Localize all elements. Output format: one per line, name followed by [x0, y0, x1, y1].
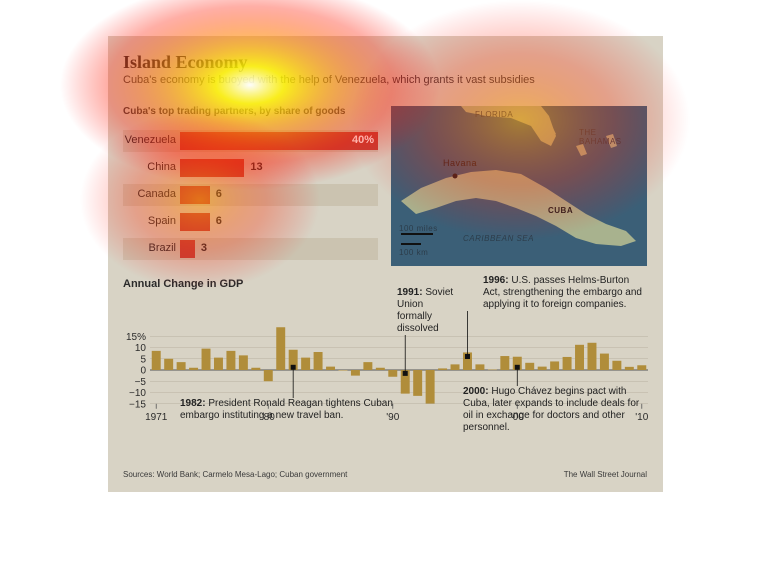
gdp-bar [624, 366, 634, 370]
y-tick-label: −15 [129, 399, 146, 410]
gdp-bar [375, 367, 385, 370]
y-tick-label: 10 [135, 343, 147, 354]
gdp-bar [438, 368, 448, 370]
gdp-bar [562, 356, 572, 370]
gdp-bar [213, 357, 223, 370]
gdp-bar [251, 367, 261, 370]
annotation-text: 1982: President Ronald Reagan tightens C… [180, 398, 400, 422]
gdp-bar [338, 370, 348, 371]
gdp-bar [326, 366, 336, 370]
gdp-bar [313, 352, 323, 370]
x-tick-label: '80 [262, 412, 275, 423]
annotation-body: U.S. passes Helms-Burton Act, strengthen… [483, 275, 642, 310]
gdp-bar [400, 370, 410, 394]
gdp-bar [599, 353, 609, 370]
gdp-bar [301, 357, 311, 370]
gdp-bar [189, 367, 199, 370]
annotation-year: 1991: [397, 287, 426, 298]
y-tick-label: 0 [140, 366, 146, 377]
gdp-bar [512, 356, 522, 370]
gdp-bar [462, 352, 472, 370]
gdp-bar [475, 364, 485, 370]
gdp-bar [350, 370, 360, 376]
x-tick-label: 1971 [145, 412, 168, 423]
gdp-bar [151, 350, 161, 370]
gdp-bar [537, 366, 547, 370]
gdp-bar [575, 344, 585, 370]
gdp-bar [550, 361, 560, 370]
x-tick-label: '00 [511, 412, 524, 423]
x-tick-label: '10 [635, 412, 648, 423]
y-tick-label: −10 [129, 388, 146, 399]
gdp-bar [425, 370, 435, 404]
scale-km-label: 100 km [399, 248, 429, 257]
gdp-bar [612, 360, 622, 370]
gdp-bar [226, 350, 236, 370]
sources-note: Sources: World Bank; Carmelo Mesa-Lago; … [123, 470, 348, 479]
annotation-year: 1996: [483, 275, 512, 286]
annotation-text: 1996: U.S. passes Helms-Burton Act, stre… [483, 275, 648, 311]
y-tick-label: 5 [140, 354, 146, 365]
infographic-panel: Island Economy Cuba's economy is buoyed … [108, 36, 663, 492]
gdp-bar [363, 362, 373, 370]
gdp-bar [263, 370, 273, 382]
gdp-bar [276, 327, 286, 370]
annotation-text: 2000: Hugo Chávez begins pact with Cuba,… [463, 386, 648, 434]
annotation-body: President Ronald Reagan tightens Cuban e… [180, 398, 393, 421]
gdp-bar [487, 369, 497, 371]
gdp-bar [587, 342, 597, 370]
gdp-bar [413, 370, 423, 396]
gdp-bar [500, 356, 510, 370]
gdp-bar [525, 362, 535, 370]
gdp-bar [450, 364, 460, 370]
gdp-bar [201, 348, 211, 370]
annotation-year: 2000: [463, 386, 492, 397]
annotation-body: Hugo Chávez begins pact with Cuba, later… [463, 386, 640, 433]
gdp-bar [388, 370, 398, 377]
annotation-body: Soviet Union formally dissolved [397, 287, 454, 334]
y-tick-label: 15% [126, 332, 146, 343]
x-tick-label: '90 [386, 412, 399, 423]
y-tick-label: −5 [135, 377, 147, 388]
gdp-bar [164, 358, 174, 370]
gdp-bar [176, 362, 186, 370]
gdp-bar [637, 365, 647, 370]
gdp-bar [288, 349, 298, 370]
gdp-bar [238, 355, 248, 370]
annotation-year: 1982: [180, 398, 209, 409]
credit-note: The Wall Street Journal [563, 470, 647, 479]
annotation-text: 1991: Soviet Union formally dissolved [397, 287, 457, 335]
